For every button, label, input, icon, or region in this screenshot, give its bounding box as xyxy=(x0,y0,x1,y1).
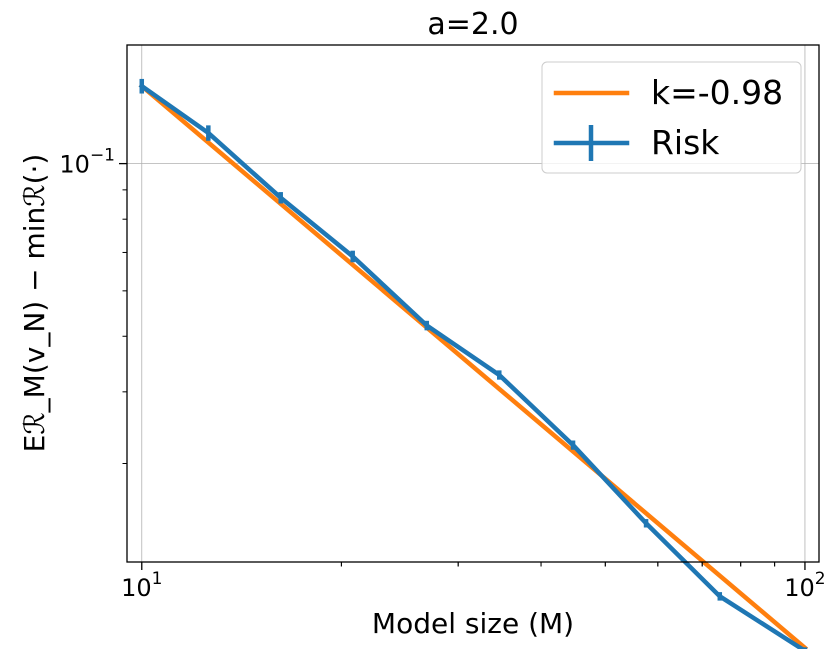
legend-label-risk: Risk xyxy=(651,123,720,162)
y-axis-label: Eℛ_M(v_N) − minℛ(·) xyxy=(18,154,51,453)
y-tick-label-0: 10−1 xyxy=(59,146,115,179)
fit-line xyxy=(138,82,809,649)
x-tick-label-0: 101 xyxy=(121,569,162,602)
legend-label-fit: k=-0.98 xyxy=(651,73,783,112)
chart-title: a=2.0 xyxy=(427,7,518,42)
risk-line xyxy=(138,82,807,649)
x-axis-label: Model size (M) xyxy=(372,607,574,640)
x-tick-label-1: 102 xyxy=(784,569,825,602)
axis-ticks: 101 102 10−1 xyxy=(59,146,825,602)
legend: k=-0.98 Risk xyxy=(541,61,802,174)
plot-frame xyxy=(126,44,820,563)
plot-series xyxy=(138,78,809,649)
